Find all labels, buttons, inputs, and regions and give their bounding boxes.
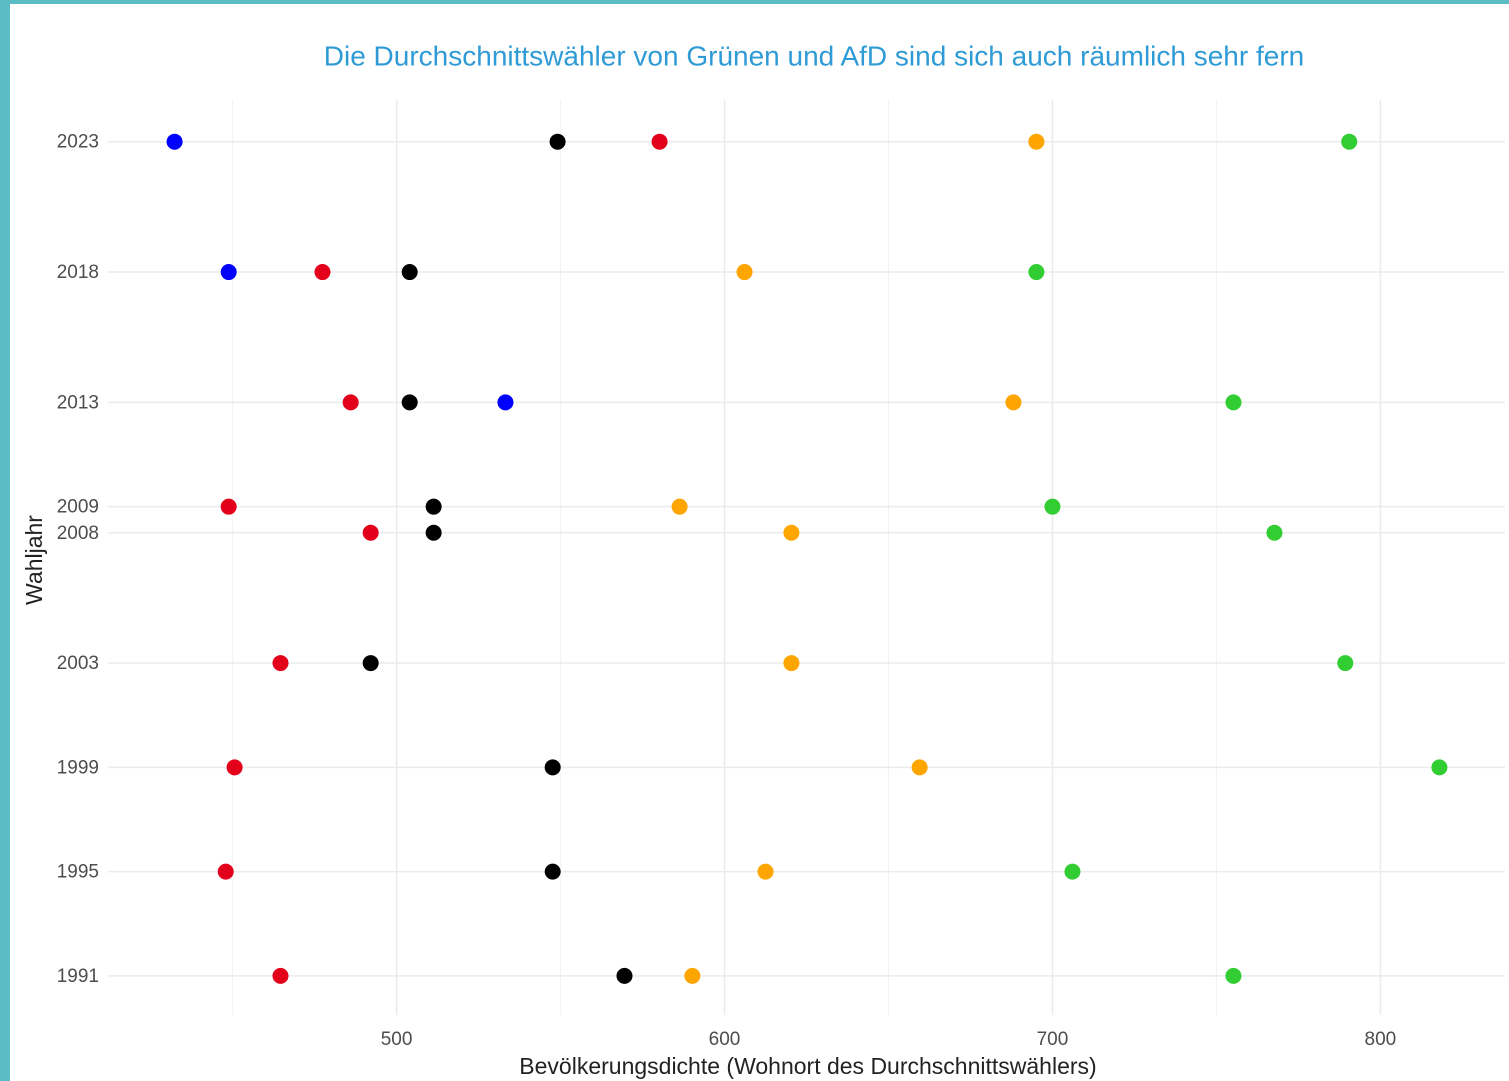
y-tick-label: 1991 — [57, 966, 99, 987]
y-tick-label: 2009 — [57, 497, 99, 518]
dot — [362, 524, 379, 541]
dot — [671, 498, 688, 515]
dot — [1341, 133, 1358, 150]
dot — [497, 394, 514, 411]
y-tick-label: 2023 — [57, 132, 99, 153]
dot — [783, 524, 800, 541]
dot — [314, 264, 331, 281]
dot — [272, 967, 289, 984]
dot — [911, 759, 928, 776]
dot — [1225, 394, 1242, 411]
dot — [401, 394, 418, 411]
dot — [425, 524, 442, 541]
x-axis-label: Bevölkerungsdichte (Wohnort des Durchsch… — [519, 1053, 1096, 1079]
dot — [1028, 264, 1045, 281]
dot — [616, 967, 633, 984]
dot — [549, 133, 566, 150]
dot — [1266, 524, 1283, 541]
dot — [1064, 863, 1081, 880]
dot — [1005, 394, 1022, 411]
dot — [1337, 655, 1354, 672]
dot — [217, 863, 234, 880]
chart-title: Die Durchschnittswähler von Grünen und A… — [324, 40, 1304, 71]
dot — [544, 759, 561, 776]
y-tick-label: 2003 — [57, 653, 99, 674]
dot — [651, 133, 668, 150]
dot — [783, 655, 800, 672]
y-axis-label: Wahljahr — [21, 515, 47, 605]
y-tick-label: 2018 — [57, 262, 99, 283]
y-tick-label: 1999 — [57, 757, 99, 778]
dot — [272, 655, 289, 672]
y-tick-label: 2013 — [57, 392, 99, 413]
x-tick-label: 800 — [1365, 1029, 1397, 1050]
dot — [342, 394, 359, 411]
dot — [220, 498, 237, 515]
x-tick-label: 600 — [709, 1029, 741, 1050]
dot — [1028, 133, 1045, 150]
dot — [736, 264, 753, 281]
x-tick-label: 500 — [381, 1029, 413, 1050]
dot — [220, 264, 237, 281]
dot — [1431, 759, 1448, 776]
dot — [362, 655, 379, 672]
x-tick-label: 700 — [1037, 1029, 1069, 1050]
y-tick-label: 1995 — [57, 862, 99, 883]
dot — [401, 264, 418, 281]
dot — [757, 863, 774, 880]
dot — [425, 498, 442, 515]
dot — [684, 967, 701, 984]
dot — [1225, 967, 1242, 984]
dot — [1044, 498, 1061, 515]
dot — [226, 759, 243, 776]
dot — [166, 133, 183, 150]
y-tick-label: 2008 — [57, 523, 99, 544]
chart: Die Durchschnittswähler von Grünen und A… — [10, 4, 1509, 1081]
dot — [544, 863, 561, 880]
